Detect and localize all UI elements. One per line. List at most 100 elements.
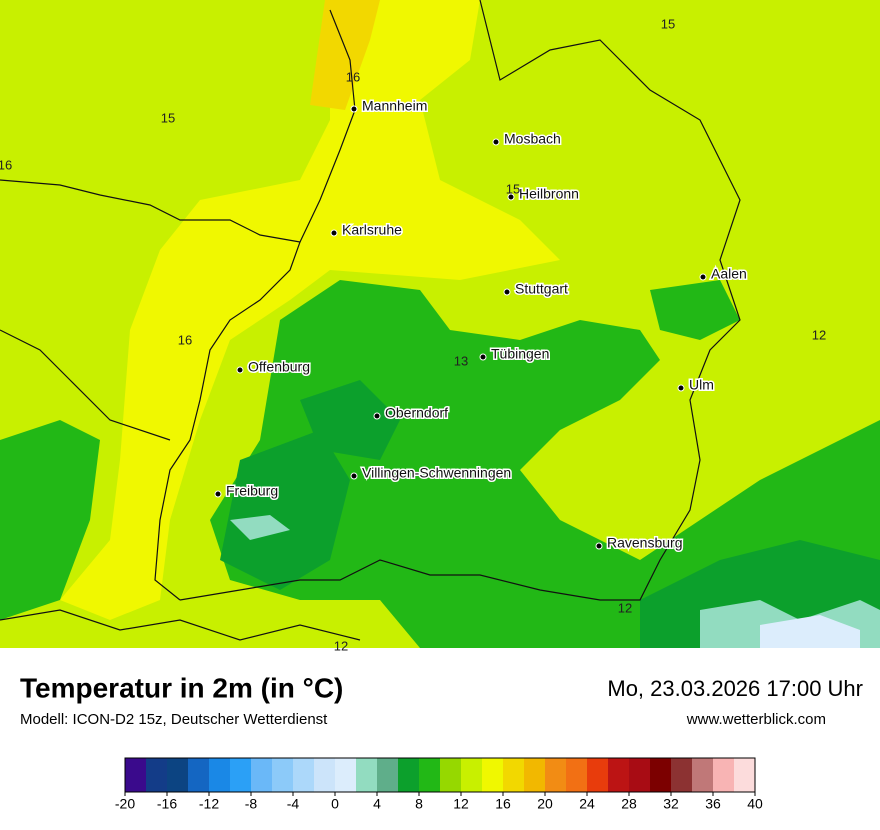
city-dot — [595, 542, 603, 550]
colorbar-box — [230, 758, 252, 792]
colorbar-box — [587, 758, 609, 792]
city-dot — [350, 472, 358, 480]
contour-label: 16 — [0, 157, 12, 172]
city-label: Oberndorf — [385, 405, 448, 421]
colorbar-box — [545, 758, 567, 792]
cool-area — [0, 420, 100, 620]
colorbar-box — [251, 758, 273, 792]
colder-area — [230, 515, 880, 648]
city-dot — [214, 490, 222, 498]
colorbar-tick-label: 12 — [453, 796, 469, 812]
colorbar-box — [734, 758, 756, 792]
contour-label: 12 — [812, 327, 826, 342]
colorbar-tick-label: -20 — [115, 796, 135, 812]
colorbar-tick-label: 40 — [747, 796, 763, 812]
city-label: Heilbronn — [519, 186, 579, 202]
colorbar-box — [461, 758, 483, 792]
contour-label: 15 — [661, 16, 675, 31]
city-dot — [236, 366, 244, 374]
colorbar-box — [440, 758, 462, 792]
colorbar-box — [272, 758, 294, 792]
city-label: Aalen — [711, 266, 747, 282]
cool-area — [210, 280, 880, 648]
city-label: Offenburg — [248, 359, 310, 375]
colorbar-box — [356, 758, 378, 792]
city-dot — [492, 138, 500, 146]
city-label: Stuttgart — [515, 281, 568, 297]
colorbar-box — [398, 758, 420, 792]
colorbar-box — [335, 758, 357, 792]
colorbar-box — [629, 758, 651, 792]
colorbar-box — [314, 758, 336, 792]
coldest-area — [760, 615, 860, 648]
contour-label: 15 — [161, 110, 175, 125]
colorbar-tick-label: 36 — [705, 796, 721, 812]
colorbar-frame — [124, 757, 756, 793]
cool-area — [650, 280, 740, 340]
colorbar-box — [503, 758, 525, 792]
city-dot — [507, 193, 515, 201]
colorbar-box — [713, 758, 735, 792]
colorbar-tick-label: 28 — [621, 796, 637, 812]
borders — [0, 0, 741, 641]
colorbar-box — [566, 758, 588, 792]
city-dot — [330, 229, 338, 237]
contour-label: 12 — [334, 638, 348, 653]
colorbar-box — [419, 758, 441, 792]
website: www.wetterblick.com — [686, 711, 826, 728]
colorbar: -20 -16 -12 -8 -4 0 4 8 12 16 20 24 28 32 36 40 — [115, 757, 763, 812]
city-dot — [373, 412, 381, 420]
colorbar-tick-label: 16 — [495, 796, 511, 812]
colorbar-tick-label: -4 — [287, 796, 300, 812]
contour-label: 16 — [178, 332, 192, 347]
colorbar-box — [377, 758, 399, 792]
city-label: Mannheim — [362, 98, 427, 114]
colorbar-box — [524, 758, 546, 792]
colorbar-box — [608, 758, 630, 792]
colorbar-tick-label: 0 — [331, 796, 339, 812]
city-dot — [677, 384, 685, 392]
colorbar-tick-label: -16 — [157, 796, 177, 812]
map — [0, 0, 880, 648]
contour-label: 16 — [346, 69, 360, 84]
colorbar-tick-label: -12 — [199, 796, 219, 812]
colorbar-box — [293, 758, 315, 792]
colorbar-box — [188, 758, 210, 792]
colorbar-tick-label: 20 — [537, 796, 553, 812]
datetime: Mo, 23.03.2026 17:00 Uhr — [607, 676, 863, 701]
colorbar-tick-label: 4 — [373, 796, 381, 812]
city-label: Ravensburg — [607, 535, 683, 551]
contour-label: 12 — [618, 600, 632, 615]
colorbar-box — [167, 758, 189, 792]
colorbar-box — [146, 758, 168, 792]
colorbar-tick-label: 24 — [579, 796, 595, 812]
colorbar-box — [650, 758, 672, 792]
colorbar-tick-label: -8 — [245, 796, 258, 812]
city-label: Tübingen — [491, 346, 549, 362]
subtitle: Modell: ICON-D2 15z, Deutscher Wetterdie… — [20, 711, 328, 728]
city-dot — [503, 288, 511, 296]
city-dot — [350, 105, 358, 113]
warm-area — [310, 0, 380, 110]
city-label: Villingen-Schwenningen — [362, 465, 511, 481]
city-dot — [479, 353, 487, 361]
city-label: Freiburg — [226, 483, 278, 499]
city-label: Ulm — [689, 377, 714, 393]
colorbar-box — [209, 758, 231, 792]
colorbar-box — [692, 758, 714, 792]
title: Temperatur in 2m (in °C) — [20, 672, 343, 703]
city-label: Karlsruhe — [342, 222, 402, 238]
colorbar-box — [671, 758, 693, 792]
colorbar-box — [482, 758, 504, 792]
city-dot — [699, 273, 707, 281]
contour-label: 15 — [506, 181, 520, 196]
warm-area — [60, 0, 560, 620]
contour-label: 13 — [454, 353, 468, 368]
colorbar-tick-label: 8 — [415, 796, 423, 812]
cold-area — [220, 380, 880, 648]
colorbar-box — [125, 758, 147, 792]
colorbar-tick-label: 32 — [663, 796, 679, 812]
map-labels: Mannheim Mosbach Heilbronn Karlsruhe Aalen St… — [0, 16, 826, 653]
city-label: Mosbach — [504, 131, 561, 147]
